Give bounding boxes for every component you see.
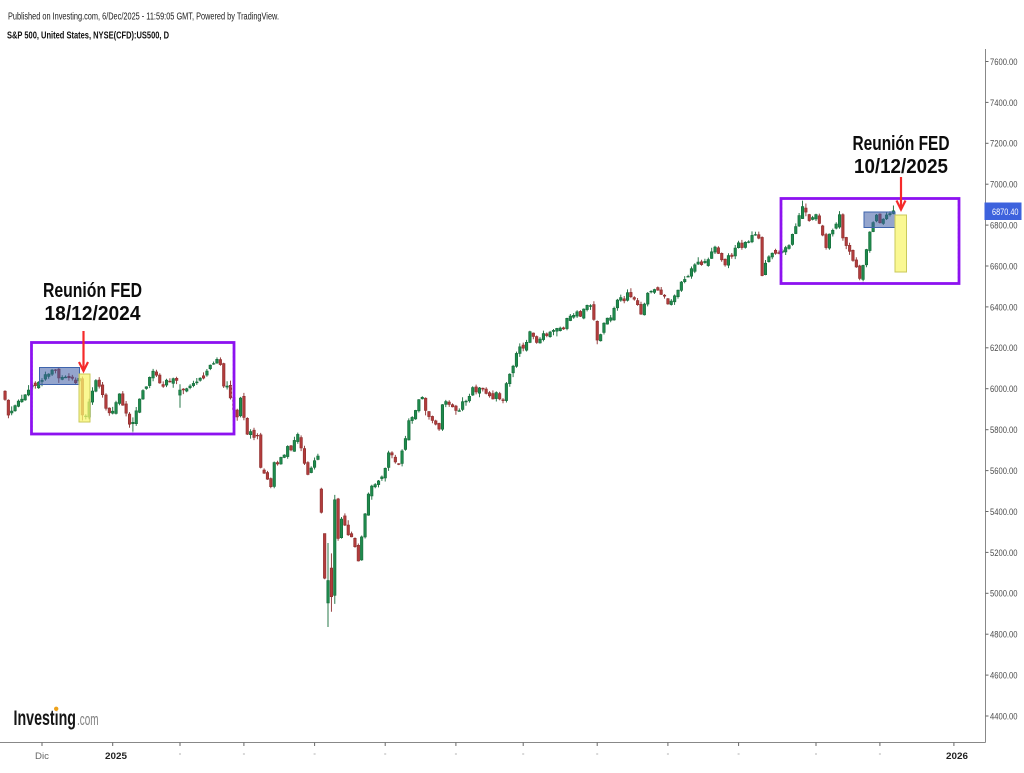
svg-text:7000.00: 7000.00 [990,180,1018,191]
svg-text:Published on Investing.com, 6/: Published on Investing.com, 6/Dec/2025 -… [8,12,279,23]
svg-text:Reunión FED: Reunión FED [853,132,950,155]
svg-text:6000.00: 6000.00 [990,384,1018,395]
svg-text:6400.00: 6400.00 [990,302,1018,313]
svg-text:7600.00: 7600.00 [990,57,1018,68]
svg-text:6800.00: 6800.00 [990,221,1018,232]
svg-text:6200.00: 6200.00 [990,343,1018,354]
svg-text:Investing: Investing [14,707,77,730]
svg-text:Dic: Dic [35,751,49,762]
svg-text:10/12/2025: 10/12/2025 [854,155,948,178]
svg-text:2026: 2026 [946,751,968,762]
svg-text:6600.00: 6600.00 [990,261,1018,272]
svg-text:S&P 500, United States, NYSE(C: S&P 500, United States, NYSE(CFD):US500,… [7,30,169,42]
svg-text:.com: .com [77,710,99,729]
svg-text:7400.00: 7400.00 [990,98,1018,109]
svg-text:18/12/2024: 18/12/2024 [45,302,142,325]
svg-text:6870.40: 6870.40 [992,207,1019,218]
svg-text:7200.00: 7200.00 [990,139,1018,150]
svg-text:5800.00: 5800.00 [990,425,1018,436]
svg-text:5000.00: 5000.00 [990,589,1018,600]
svg-text:4400.00: 4400.00 [990,711,1018,722]
svg-text:Reunión FED: Reunión FED [43,279,142,302]
svg-text:2025: 2025 [105,751,128,762]
svg-text:4600.00: 4600.00 [990,671,1018,682]
svg-text:5200.00: 5200.00 [990,548,1018,559]
svg-text:5600.00: 5600.00 [990,466,1018,477]
svg-text:4800.00: 4800.00 [990,630,1018,641]
svg-text:5400.00: 5400.00 [990,507,1018,518]
